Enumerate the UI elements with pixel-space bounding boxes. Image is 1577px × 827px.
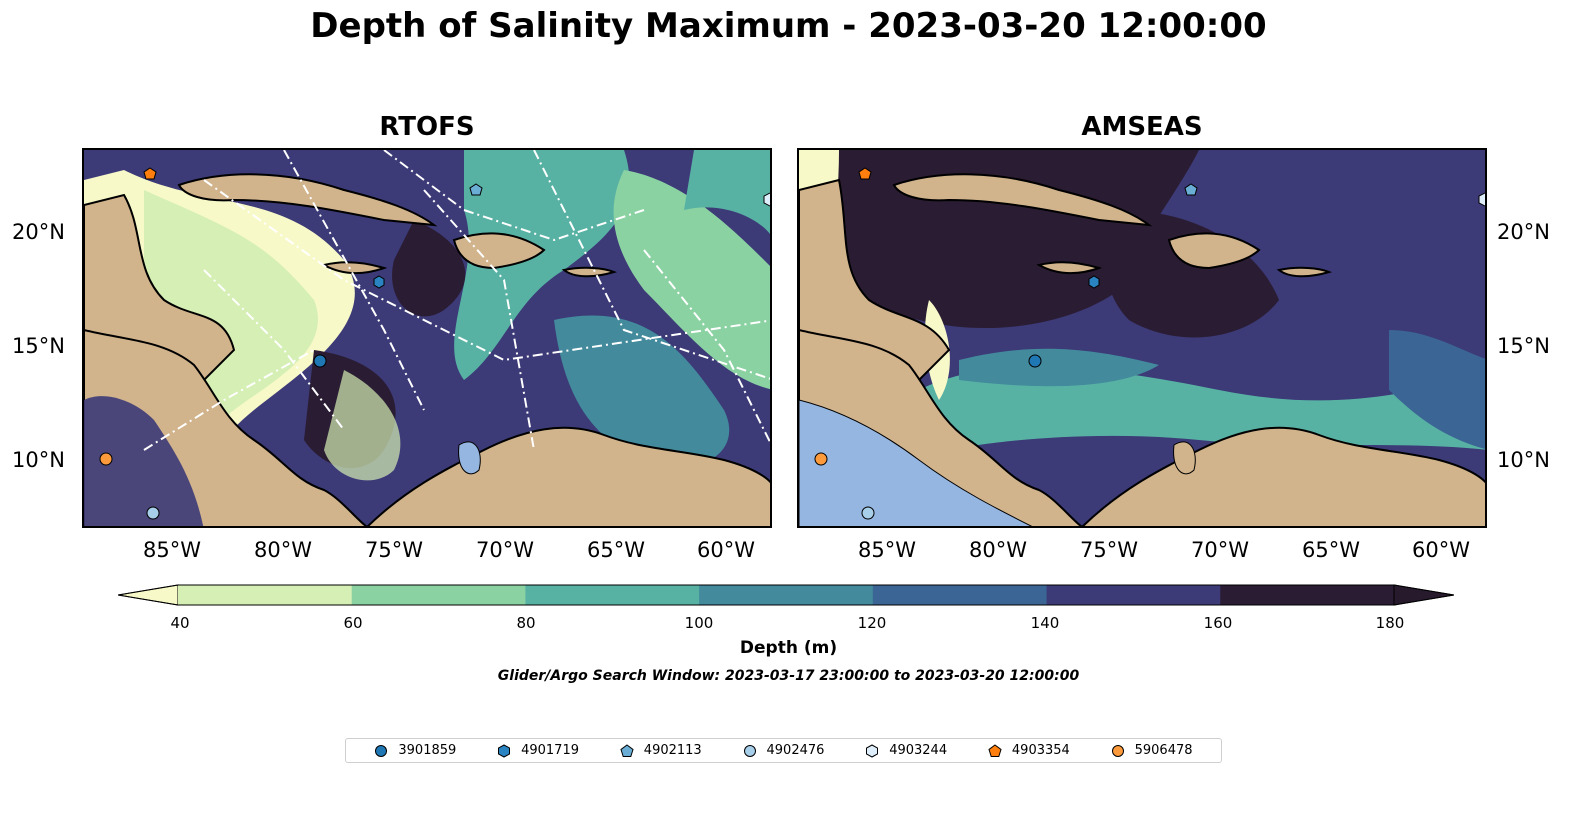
circle-marker-icon: [743, 744, 756, 757]
lon-label-75w-right: 75°W: [1080, 538, 1138, 562]
lon-label-70w-right: 70°W: [1191, 538, 1249, 562]
colorbar-tick-180: 180: [1375, 614, 1405, 632]
legend-label: 4902113: [643, 743, 702, 758]
lon-label-65w-left: 65°W: [587, 538, 645, 562]
legend-item: 4902476: [743, 743, 825, 758]
panel-title-rtofs: RTOFS: [379, 112, 475, 142]
colorbar-tick-60: 60: [343, 614, 363, 632]
hexagon-marker-icon: [498, 743, 511, 758]
map-rtofs[interactable]: [82, 148, 772, 528]
lat-label-10n-right: 10°N: [1497, 448, 1550, 472]
lat-label-15n-right: 15°N: [1497, 334, 1550, 358]
colorbar-tick-80: 80: [516, 614, 536, 632]
colorbar-segment: [1046, 585, 1221, 605]
legend-item: 4902113: [620, 743, 702, 758]
colorbar-tick-140: 140: [1030, 614, 1060, 632]
circle-marker-icon: [375, 744, 388, 757]
colorbar-segment: [178, 585, 353, 605]
lon-label-85w-left: 85°W: [143, 538, 201, 562]
colorbar-segment: [525, 585, 700, 605]
pentagon-marker-icon: [620, 743, 634, 757]
legend-item: 4903244: [865, 743, 947, 758]
lat-label-20n-left: 20°N: [12, 220, 65, 244]
lon-label-80w-right: 80°W: [969, 538, 1027, 562]
lon-label-85w-right: 85°W: [858, 538, 916, 562]
legend-label: 4903354: [1011, 743, 1070, 758]
colorbar-tick-160: 160: [1203, 614, 1233, 632]
colorbar-extend-low: [117, 584, 179, 606]
legend-label: 3901859: [398, 743, 457, 758]
panel-title-amseas: AMSEAS: [1081, 112, 1203, 142]
legend-label: 4903244: [889, 743, 948, 758]
map-amseas[interactable]: [797, 148, 1487, 528]
colorbar-tick-100: 100: [684, 614, 714, 632]
lon-label-60w-right: 60°W: [1412, 538, 1470, 562]
colorbar-label: Depth (m): [739, 638, 838, 658]
legend-item: 5906478: [1111, 743, 1193, 758]
lon-label-65w-right: 65°W: [1302, 538, 1360, 562]
colorbar-segment: [1220, 585, 1395, 605]
lon-label-75w-left: 75°W: [365, 538, 423, 562]
legend-label: 4901719: [521, 743, 579, 758]
search-window-text: Glider/Argo Search Window: 2023-03-17 23…: [497, 668, 1080, 684]
colorbar-extend-high: [1393, 584, 1455, 606]
colorbar-segment: [351, 585, 526, 605]
figure-title: Depth of Salinity Maximum - 2023-03-20 1…: [310, 6, 1267, 46]
lon-label-60w-left: 60°W: [697, 538, 755, 562]
colorbar-tick-40: 40: [170, 614, 190, 632]
lat-label-15n-left: 15°N: [12, 334, 65, 358]
colorbar-segment: [699, 585, 874, 605]
legend-item: 4901719: [497, 743, 579, 758]
legend-item: 3901859: [374, 743, 456, 758]
circle-marker-icon: [1111, 744, 1124, 757]
pentagon-marker-icon: [988, 743, 1002, 757]
legend-item: 4903354: [988, 743, 1070, 758]
colorbar-graphic: [117, 584, 1455, 606]
hexagon-marker-icon: [866, 743, 879, 758]
colorbar-tick-120: 120: [857, 614, 887, 632]
lon-label-80w-left: 80°W: [254, 538, 312, 562]
lat-label-10n-left: 10°N: [12, 448, 65, 472]
legend-label: 5906478: [1134, 743, 1193, 758]
lon-label-70w-left: 70°W: [476, 538, 534, 562]
legend: 3901859 4901719 4902113 4902476 4903244 49033…: [345, 738, 1222, 763]
colorbar: [117, 583, 1455, 607]
lat-label-20n-right: 20°N: [1497, 220, 1550, 244]
legend-label: 4902476: [766, 743, 825, 758]
colorbar-segment: [872, 585, 1048, 605]
